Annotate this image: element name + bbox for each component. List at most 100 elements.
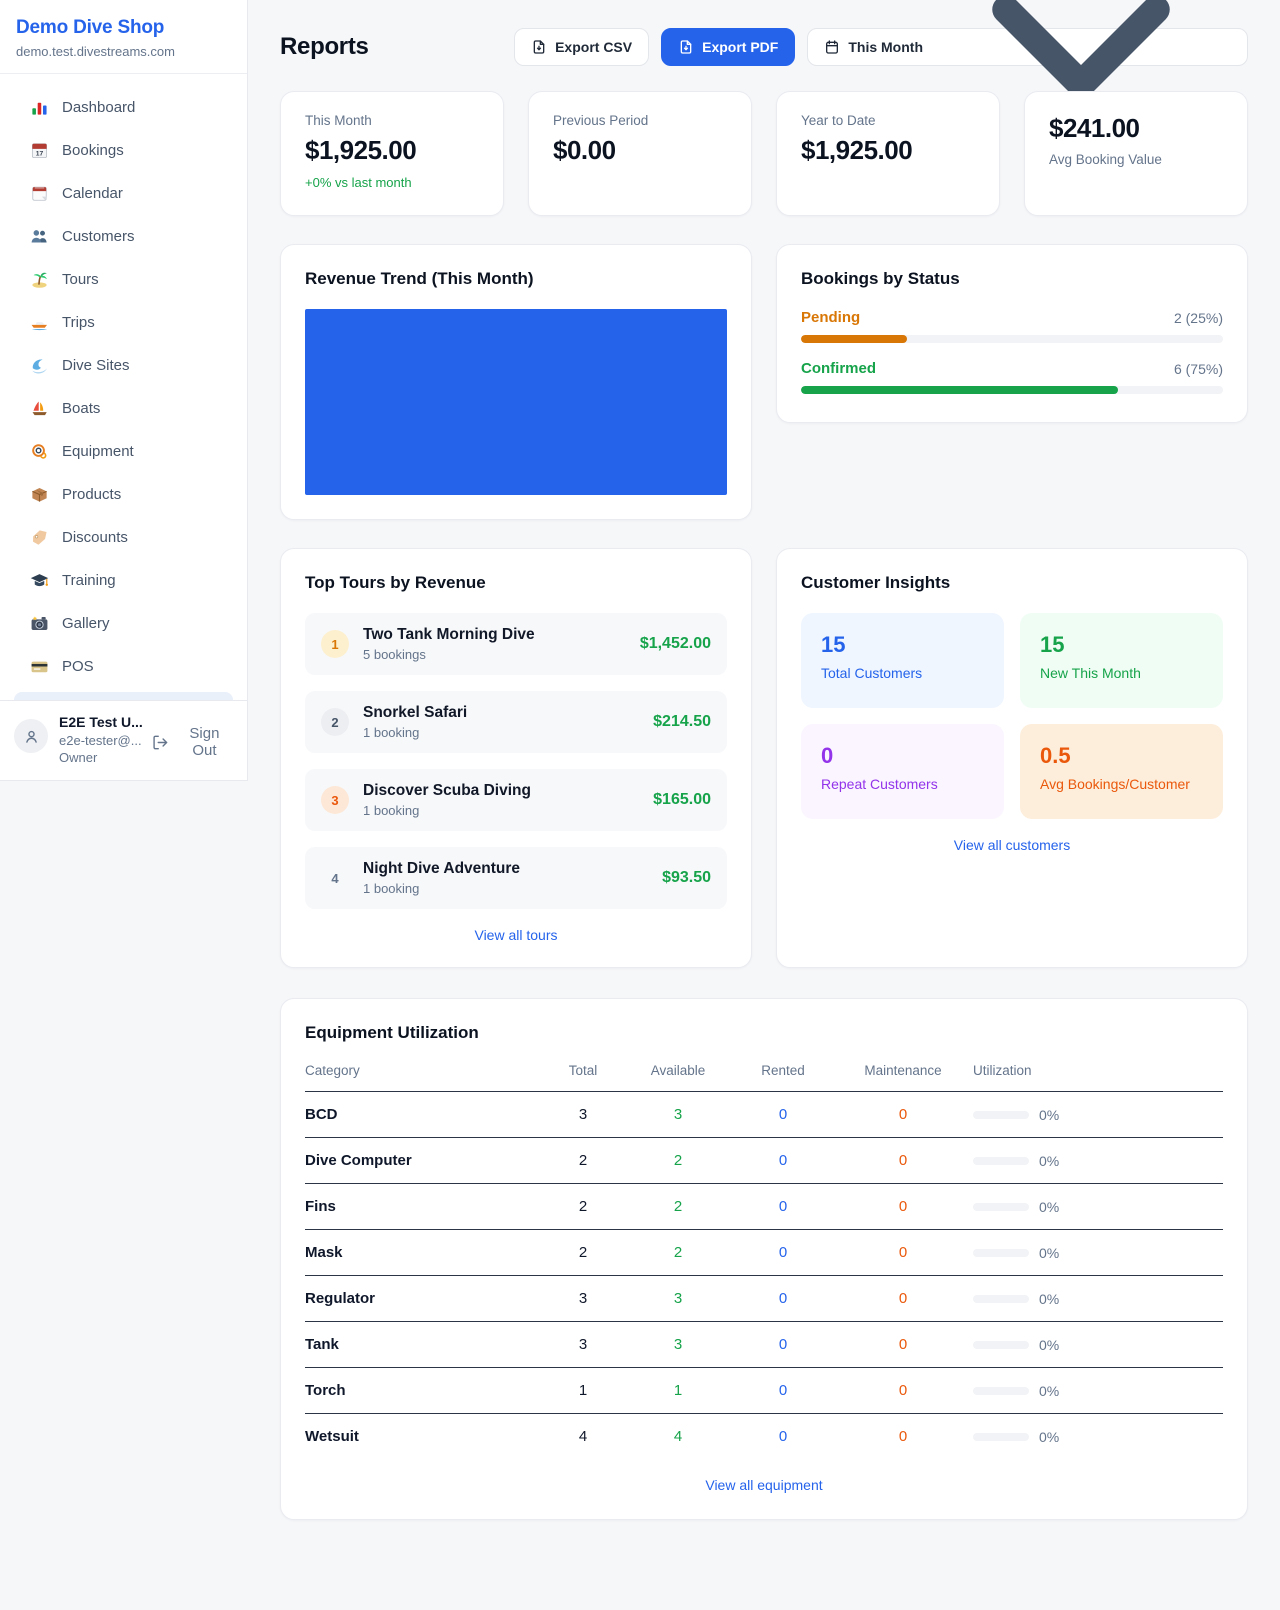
utilization-bar bbox=[973, 1386, 1029, 1395]
sidebar-item-tours[interactable]: Tours bbox=[0, 258, 247, 301]
sidebar-item-label: Gallery bbox=[62, 615, 110, 632]
topbar: Reports Export CSV Export PDF This Month bbox=[280, 0, 1248, 99]
utilization-bar bbox=[973, 1340, 1029, 1349]
sidebar-item-reports-active-partial[interactable] bbox=[14, 692, 233, 700]
column-header-category: Category bbox=[305, 1063, 360, 1078]
equipment-available: 2 bbox=[673, 1244, 683, 1261]
rank-badge: 3 bbox=[321, 786, 349, 814]
shop-name: Demo Dive Shop bbox=[16, 17, 165, 38]
sidebar-item-calendar[interactable]: Calendar bbox=[0, 172, 247, 215]
equipment-rented: 0 bbox=[778, 1198, 788, 1215]
utilization-percent: 0% bbox=[1039, 1244, 1060, 1261]
export-pdf-button[interactable]: Export PDF bbox=[661, 28, 796, 66]
user-email: e2e-tester@... bbox=[59, 733, 142, 748]
sidebar-item-equipment[interactable]: Equipment bbox=[0, 430, 247, 473]
sidebar-item-label: Dive Sites bbox=[62, 357, 130, 374]
tour-revenue: $93.50 bbox=[662, 869, 711, 886]
view-all-tours-link[interactable]: View all tours bbox=[474, 927, 558, 943]
status-progress-fill bbox=[801, 386, 1118, 394]
tour-name: Snorkel Safari bbox=[363, 704, 468, 721]
equipment-utilization: 0% bbox=[973, 1153, 1223, 1169]
stat-card-year-to-date: Year to Date $1,925.00 bbox=[776, 91, 1000, 216]
status-count: 2 (25%) bbox=[1173, 309, 1223, 326]
stat-card-previous-period: Previous Period $0.00 bbox=[528, 91, 752, 216]
tour-revenue: $165.00 bbox=[653, 791, 711, 808]
insight-label: Repeat Customers bbox=[821, 776, 938, 792]
sidebar-item-discounts[interactable]: Discounts bbox=[0, 516, 247, 559]
equipment-category: Fins bbox=[305, 1198, 336, 1215]
equipment-utilization: 0% bbox=[973, 1245, 1223, 1261]
sidebar-item-products[interactable]: Products bbox=[0, 473, 247, 516]
equipment-category: Mask bbox=[305, 1244, 343, 1261]
utilization-percent: 0% bbox=[1039, 1428, 1060, 1445]
sidebar-item-bookings[interactable]: 17 Bookings bbox=[0, 129, 247, 172]
utilization-percent: 0% bbox=[1039, 1290, 1060, 1307]
sidebar-item-dive-sites[interactable]: Dive Sites bbox=[0, 344, 247, 387]
status-label: Confirmed bbox=[801, 360, 876, 377]
equipment-rented: 0 bbox=[778, 1382, 788, 1399]
tour-row-discover-scuba-diving[interactable]: 3 Discover Scuba Diving 1 booking $165.00 bbox=[305, 769, 727, 831]
sign-out-button[interactable]: Sign Out bbox=[152, 725, 233, 759]
equipment-maintenance: 0 bbox=[898, 1336, 908, 1353]
sidebar-item-trips[interactable]: Trips bbox=[0, 301, 247, 344]
sidebar-item-label: Customers bbox=[62, 228, 135, 245]
avatar bbox=[14, 719, 48, 753]
people-icon bbox=[30, 227, 49, 246]
tour-row-snorkel-safari[interactable]: 2 Snorkel Safari 1 booking $214.50 bbox=[305, 691, 727, 753]
tour-revenue: $1,452.00 bbox=[639, 635, 711, 652]
equipment-total: 2 bbox=[578, 1152, 588, 1169]
equipment-utilization: 0% bbox=[973, 1337, 1223, 1353]
stat-cards-row: This Month $1,925.00 +0% vs last month Prev… bbox=[280, 91, 1248, 216]
equipment-available: 4 bbox=[673, 1428, 683, 1445]
rank-badge: 1 bbox=[321, 630, 349, 658]
tour-revenue: $214.50 bbox=[653, 713, 711, 730]
sidebar-item-boats[interactable]: Boats bbox=[0, 387, 247, 430]
chevron-down-icon bbox=[931, 0, 1231, 197]
equipment-available: 1 bbox=[673, 1382, 683, 1399]
customer-insights-title: Customer Insights bbox=[801, 573, 951, 592]
sidebar-item-gallery[interactable]: Gallery bbox=[0, 602, 247, 645]
tour-row-night-dive-adventure[interactable]: 4 Night Dive Adventure 1 booking $93.50 bbox=[305, 847, 727, 909]
equipment-utilization: 0% bbox=[973, 1291, 1223, 1307]
tour-row-two-tank-morning-dive[interactable]: 1 Two Tank Morning Dive 5 bookings $1,452.0… bbox=[305, 613, 727, 675]
equipment-category: Torch bbox=[305, 1382, 346, 1399]
shop-domain: demo.test.divestreams.com bbox=[16, 44, 175, 59]
equipment-maintenance: 0 bbox=[898, 1244, 908, 1261]
column-header-total: Total bbox=[568, 1063, 598, 1078]
stat-label: Avg Booking Value bbox=[1049, 152, 1162, 167]
equipment-table-header: Category Total Available Rented Maintenance U… bbox=[305, 1063, 1223, 1092]
tag-icon bbox=[30, 528, 49, 547]
utilization-bar bbox=[973, 1432, 1029, 1441]
view-all-equipment-link[interactable]: View all equipment bbox=[705, 1477, 823, 1493]
utilization-bar bbox=[973, 1156, 1029, 1165]
tour-meta: Two Tank Morning Dive 5 bookings bbox=[363, 626, 535, 662]
rank-badge: 4 bbox=[331, 870, 339, 886]
export-csv-button[interactable]: Export CSV bbox=[514, 28, 650, 66]
sign-out-label: Sign Out bbox=[189, 725, 220, 759]
equipment-utilization: 0% bbox=[973, 1107, 1223, 1123]
sidebar-item-training[interactable]: Training bbox=[0, 559, 247, 602]
status-row-confirmed: Confirmed 6 (75%) bbox=[801, 360, 1223, 394]
sidebar-item-label: Bookings bbox=[62, 142, 124, 159]
top-tours-title: Top Tours by Revenue bbox=[305, 573, 486, 592]
stat-value: $1,925.00 bbox=[801, 135, 913, 165]
stat-label: Previous Period bbox=[553, 113, 649, 128]
sidebar-item-dashboard[interactable]: Dashboard bbox=[0, 86, 247, 129]
equipment-category: Dive Computer bbox=[305, 1152, 412, 1169]
view-all-customers-link[interactable]: View all customers bbox=[953, 837, 1071, 853]
tour-bookings-count: 5 bookings bbox=[363, 647, 426, 662]
stat-label: This Month bbox=[305, 113, 372, 128]
insight-tiles: 15 Total Customers 15 New This Month 0 Repeat… bbox=[801, 613, 1223, 819]
stat-value: $1,925.00 bbox=[305, 135, 417, 165]
sidebar-item-customers[interactable]: Customers bbox=[0, 215, 247, 258]
status-bars: Pending 2 (25%) Confirmed 6 (75%) bbox=[801, 309, 1223, 394]
sidebar-item-label: Products bbox=[62, 486, 122, 503]
status-label: Pending bbox=[801, 309, 861, 326]
equipment-available: 3 bbox=[673, 1336, 683, 1353]
sidebar-item-pos[interactable]: POS bbox=[0, 645, 247, 688]
page-title: Reports bbox=[280, 33, 369, 60]
utilization-bar bbox=[973, 1110, 1029, 1119]
equipment-utilization-card: Equipment Utilization Category Total Avail… bbox=[280, 998, 1248, 1520]
period-select[interactable]: This Month bbox=[807, 0, 1248, 99]
stat-label: Year to Date bbox=[801, 113, 876, 128]
